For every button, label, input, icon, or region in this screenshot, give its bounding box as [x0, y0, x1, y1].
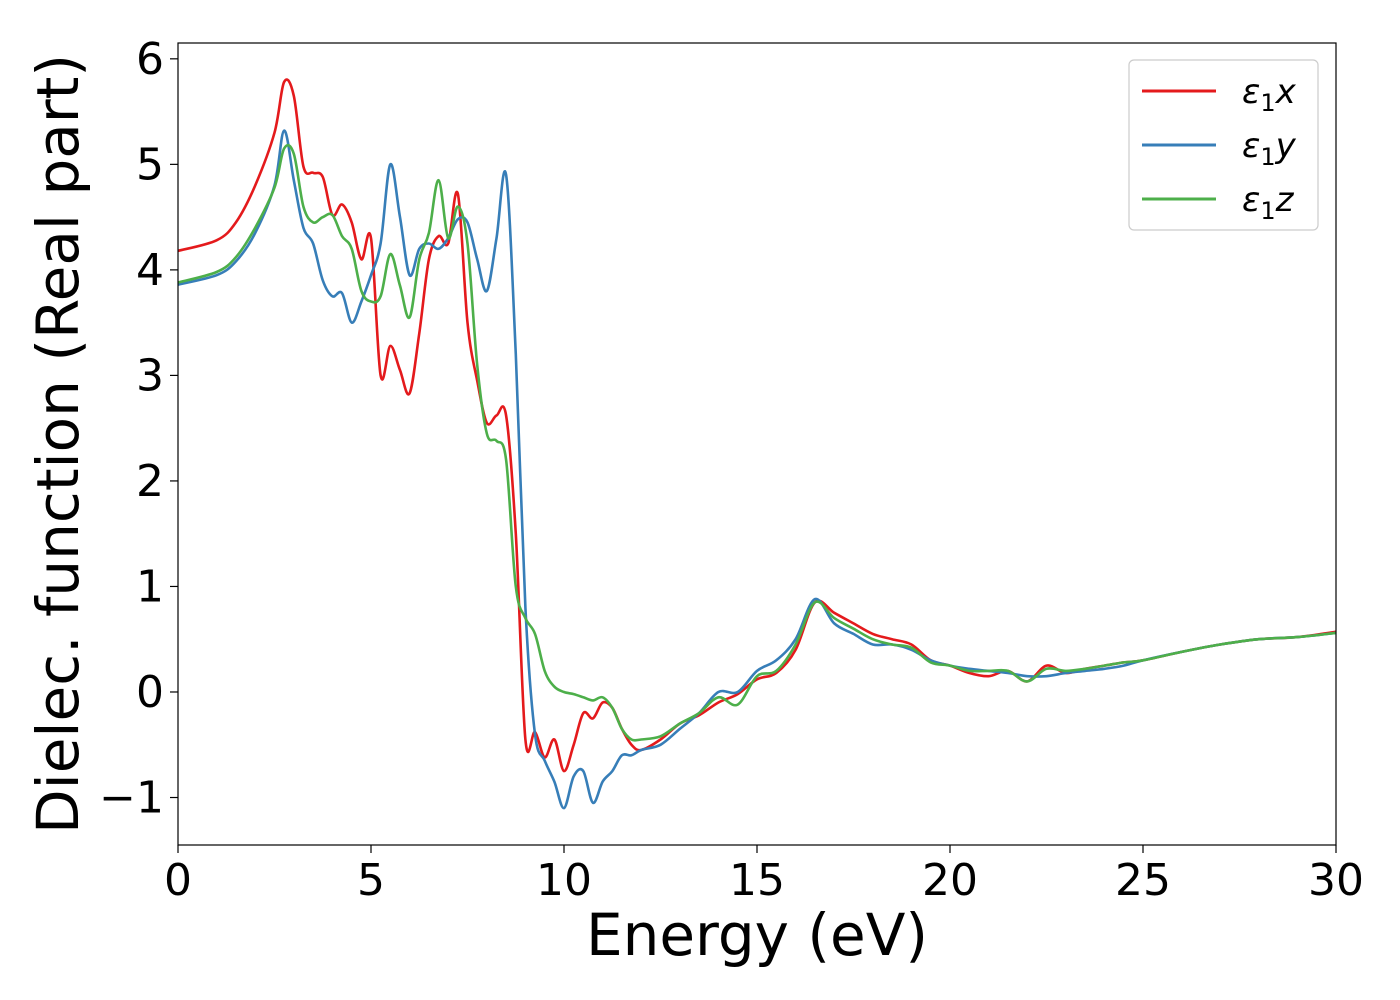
y-axis: −1 0 1 2 3 4 5 6	[99, 34, 178, 824]
series-line-x	[178, 78, 1336, 773]
x-axis: 0 5 10 15 20 25 30	[164, 845, 1364, 906]
x-tick-label: 25	[1115, 855, 1171, 906]
y-tick-label: 5	[136, 139, 164, 190]
y-tick-label: 0	[136, 667, 164, 718]
y-axis-label: Dielec. function (Real part)	[24, 54, 92, 834]
x-tick-label: 20	[922, 855, 978, 906]
x-tick-label: 30	[1308, 855, 1364, 906]
y-tick-label: 4	[136, 245, 164, 296]
x-tick-label: 10	[536, 855, 592, 906]
x-axis-label: Energy (eV)	[586, 901, 928, 969]
series-line-y	[178, 129, 1336, 810]
legend-label: ε1z	[1242, 180, 1295, 225]
y-tick-label: 6	[136, 34, 164, 85]
x-tick-label: 5	[357, 855, 385, 906]
series-line-z	[178, 143, 1336, 742]
legend-label: ε1x	[1242, 72, 1297, 117]
series-layer	[178, 78, 1336, 810]
legend-label: ε1y	[1242, 126, 1297, 171]
legend-box	[1128, 59, 1319, 231]
legend: ε1x ε1y ε1z	[1128, 59, 1319, 231]
x-tick-label: 15	[729, 855, 785, 906]
y-tick-label: 1	[136, 561, 164, 612]
x-tick-label: 0	[164, 855, 192, 906]
y-tick-label: 3	[136, 350, 164, 401]
y-tick-label: −1	[99, 773, 164, 824]
y-tick-label: 2	[136, 456, 164, 507]
